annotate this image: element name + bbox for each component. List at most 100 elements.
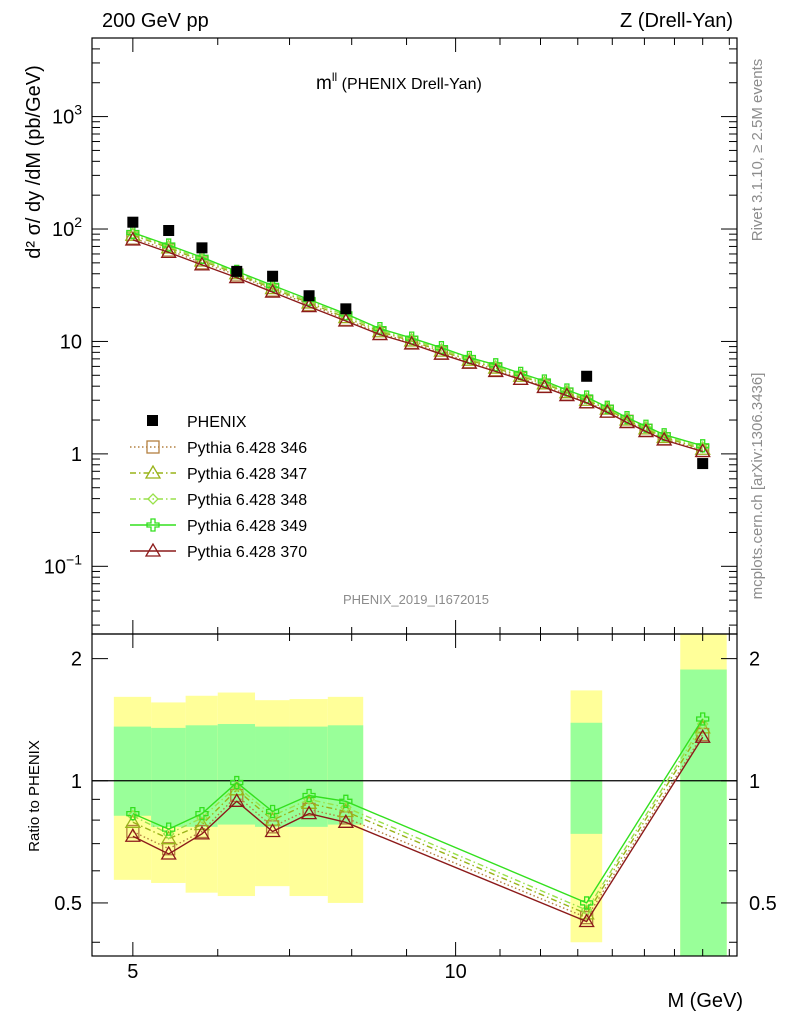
ratio-tick-label-r-2: 2: [749, 649, 760, 671]
series-3-point-9: [434, 341, 449, 355]
legend-marker-0: [146, 440, 160, 454]
band-inner-3: [217, 724, 256, 825]
series-4-point-4: [264, 283, 281, 298]
series-4-point-14: [558, 387, 576, 402]
ratio-1-point-2: [193, 816, 211, 831]
series-4-point-0: [124, 231, 141, 246]
data-point-2: [196, 242, 208, 254]
header-left: 200 GeV pp: [102, 10, 209, 32]
ratio-line-3: [132, 718, 704, 904]
legend-label-4: Pythia 6.428 370: [187, 544, 307, 561]
data-point-0: [127, 216, 139, 228]
ratio-3-point-6: [339, 794, 353, 808]
series-4-point-7: [371, 326, 389, 341]
y-tick-label-0: 10−1: [44, 551, 82, 578]
ratio-1-point-8: [694, 719, 711, 734]
y-tick-label-base-4: 10: [52, 107, 74, 129]
ratio-3-point-1: [162, 822, 176, 836]
axis-ticks: [92, 37, 737, 956]
series-line-4: [132, 239, 703, 453]
ratio-0-point-0: [126, 824, 140, 839]
series-4-point-17: [618, 414, 636, 429]
ratio-0-point-2: [195, 824, 209, 839]
series-4-point-11: [487, 363, 504, 378]
plot-title-suffix: (PHENIX Drell-Yan): [337, 76, 482, 93]
analysis-id: PHENIX_2019_I1672015: [343, 592, 489, 607]
ratio-3-point-0: [126, 806, 140, 821]
series-4-point-6: [337, 312, 354, 327]
band-inner-2: [185, 725, 218, 827]
ratio-2-point-1: [162, 827, 175, 840]
data-point-6: [340, 303, 352, 315]
series-line-2: [132, 232, 703, 449]
y-tick-label-base-3: 10: [52, 219, 74, 241]
band-inner-6: [327, 725, 364, 825]
ratio-tick-label-l-1: 1: [71, 771, 82, 793]
y-tick-label-2: 10: [60, 331, 82, 353]
series-4-point-12: [512, 371, 529, 386]
ratio-1-point-1: [160, 830, 177, 845]
band-inner-0: [113, 726, 152, 816]
series-3-point-4: [265, 278, 280, 293]
ratio-4-point-4: [264, 823, 281, 838]
x-axis-label: M (GeV): [667, 990, 743, 1012]
ratio-3-point-4: [265, 804, 280, 819]
series-4-point-20: [694, 443, 711, 458]
band-inner-1: [151, 727, 186, 827]
series-4-point-13: [536, 379, 553, 394]
series-2-point-2: [196, 253, 208, 266]
y-axis-label: d² σ/ dy /dM (pb/GeV): [23, 65, 45, 259]
band-inner-5: [289, 726, 328, 827]
series-4-point-1: [160, 244, 177, 259]
x-tick-label-0: 5: [127, 961, 138, 983]
series-4-point-9: [433, 345, 450, 360]
ratio-1-point-7: [578, 905, 595, 920]
series-4-point-10: [461, 354, 478, 369]
ratio-4-point-6: [337, 814, 354, 828]
legend-label-data: PHENIX: [187, 414, 247, 431]
ratio-y-axis-label: Ratio to PHENIX: [26, 740, 43, 852]
legend-label-3: Pythia 6.428 349: [187, 518, 307, 535]
series-2-point-20: [696, 441, 709, 454]
data-point-1: [163, 225, 175, 237]
series-line-1: [132, 234, 703, 450]
ratio-2-point-6: [339, 801, 352, 814]
plot-title-sup: ll: [332, 70, 337, 84]
series-4-point-8: [403, 335, 420, 350]
legend: PHENIX Pythia 6.428 346 Pythia 6.428 347 Py…: [130, 414, 307, 561]
ratio-3-point-2: [195, 806, 209, 821]
data-point-8: [697, 458, 709, 470]
series-4-point-18: [637, 423, 655, 438]
ratio-1-point-5: [300, 795, 318, 809]
ratio-4-point-2: [193, 825, 211, 840]
series-3-point-11: [489, 358, 503, 372]
series-3-point-20: [696, 439, 710, 453]
ratio-curves: [124, 712, 711, 928]
ratio-2-point-0: [126, 809, 139, 822]
series-4-point-19: [656, 431, 673, 446]
plot-title-main: m: [316, 73, 332, 94]
series-3-point-1: [162, 238, 176, 252]
legend-label-2: Pythia 6.428 348: [187, 492, 307, 509]
rivet-label: Rivet 3.1.10, ≥ 2.5M events: [749, 59, 766, 242]
ratio-4-point-8: [694, 728, 711, 743]
ratio-frame: [91, 633, 738, 957]
series-4-point-2: [193, 256, 211, 271]
plot-frames: [91, 37, 738, 957]
main-curves: [124, 225, 711, 458]
y-tick-label-base-0: 10: [44, 556, 66, 578]
legend-label-0: Pythia 6.428 346: [187, 440, 307, 457]
ratio-4-point-7: [578, 913, 595, 928]
ratio-line-0: [132, 734, 704, 919]
ratio-4-point-5: [300, 805, 318, 820]
header-right: Z (Drell-Yan): [620, 10, 733, 32]
legend-marker-1: [144, 464, 162, 479]
legend-marker-2: [147, 493, 159, 505]
ratio-uncertainty-bands: [92, 634, 737, 956]
y-tick-label-exp-3: 2: [74, 214, 82, 230]
ratio-tick-label-l-0: 0.5: [54, 893, 82, 915]
band-inner-4: [255, 726, 290, 827]
series-4-point-5: [300, 298, 318, 313]
